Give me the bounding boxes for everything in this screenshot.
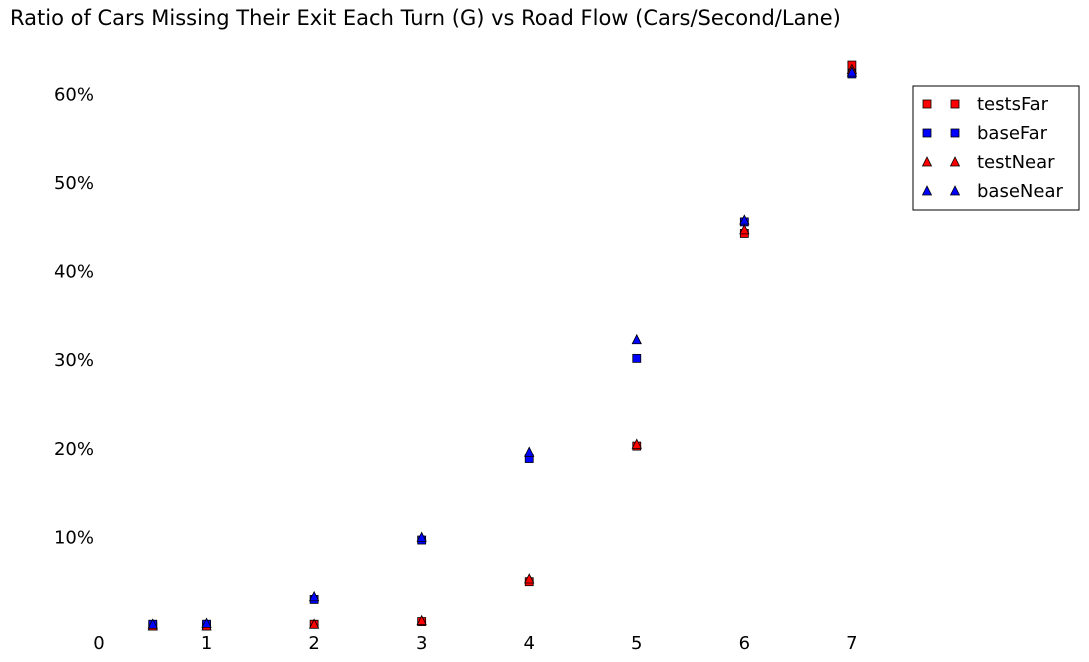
x-tick-label: 4 [523,633,534,654]
legend-marker [950,128,960,138]
data-point-testNear [524,573,535,584]
chart-title: Ratio of Cars Missing Their Exit Each Tu… [10,6,841,30]
legend-marker [922,128,932,138]
data-point-baseNear [416,531,427,542]
legend-marker [921,185,933,196]
legend-marker [949,185,961,196]
y-tick-label: 40% [54,262,94,283]
x-tick-label: 6 [739,633,750,654]
x-tick-label: 7 [846,633,857,654]
data-point-baseNear [846,66,858,77]
data-point-baseNear [201,617,212,628]
x-tick-label: 2 [308,633,319,654]
series-baseNear [147,66,858,629]
legend-item: testNear [921,152,1055,173]
data-point-baseNear [147,618,158,629]
series-testsFar [148,60,857,631]
data-point-testNear [308,618,320,629]
x-tick-label: 5 [631,633,642,654]
legend-frame [912,85,1080,211]
legend-item: baseFar [922,123,1048,144]
legend-marker [950,99,960,109]
x-tick-label: 1 [201,633,212,654]
legend-item: baseNear [921,181,1063,202]
series-baseFar [148,69,857,629]
y-tick-label: 50% [54,173,94,194]
legend-marker [949,156,961,167]
legend-label: testsFar [977,94,1049,115]
y-tick-label: 60% [54,84,94,105]
legend-label: testNear [977,152,1055,173]
x-axis-ticks: 0 1 2 3 4 5 6 7 [93,633,857,654]
legend-label: baseFar [977,123,1048,144]
series-testNear [147,63,858,631]
data-point-testNear [739,223,750,235]
legend-marker [922,99,932,109]
legend-item: testsFar [922,94,1049,115]
data-point-baseNear [308,590,320,602]
data-point-testNear [416,614,427,626]
legend: testsFar baseFar testNear baseNear [912,85,1080,211]
y-axis-ticks: 10% 20% 30% 40% 50% 60% [54,84,94,548]
legend-label: baseNear [977,181,1063,202]
y-tick-label: 20% [54,439,94,460]
data-point-baseNear [631,333,642,345]
data-point-baseFar [632,353,642,363]
x-tick-label: 3 [416,633,427,654]
y-tick-label: 30% [54,350,94,371]
x-tick-label: 0 [93,633,104,654]
legend-marker [921,156,933,167]
data-point-baseNear [524,446,535,457]
data-points [147,60,858,631]
y-tick-label: 10% [54,527,94,548]
data-point-baseNear [739,214,750,225]
data-point-testNear [631,438,642,449]
